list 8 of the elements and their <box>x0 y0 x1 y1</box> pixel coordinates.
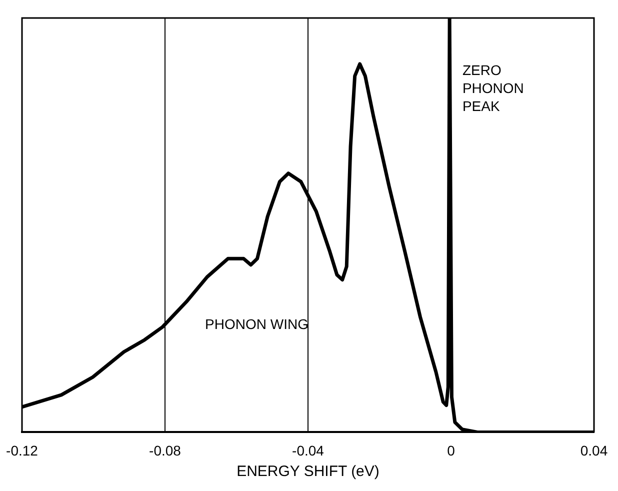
x-tick-label: -0.12 <box>6 442 38 458</box>
x-tick-label: -0.08 <box>149 442 182 458</box>
x-tick-label: 0.04 <box>580 442 608 458</box>
annotation: PHONON WING <box>205 316 308 332</box>
annotation: ZERO PHONON PEAK <box>462 62 524 114</box>
x-tick-label: -0.04 <box>292 442 324 458</box>
x-axis-title: ENERGY SHIFT (eV) <box>236 463 380 480</box>
x-tick-label: 0 <box>447 442 456 458</box>
